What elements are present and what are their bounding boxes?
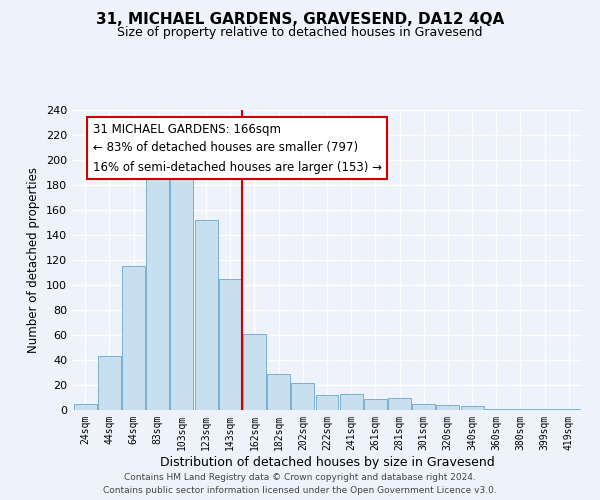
Bar [74, 404, 97, 410]
Bar [340, 394, 362, 410]
Text: Contains HM Land Registry data © Crown copyright and database right 2024.: Contains HM Land Registry data © Crown c… [124, 474, 476, 482]
Bar [316, 395, 338, 410]
Bar [98, 356, 121, 410]
Text: 31, MICHAEL GARDENS, GRAVESEND, DA12 4QA: 31, MICHAEL GARDENS, GRAVESEND, DA12 4QA [96, 12, 504, 28]
Bar [194, 220, 218, 410]
Y-axis label: Number of detached properties: Number of detached properties [28, 167, 40, 353]
Bar [461, 406, 484, 410]
Bar [509, 409, 532, 410]
Bar [146, 176, 169, 410]
Bar [557, 409, 580, 410]
Bar [170, 176, 193, 410]
Bar [243, 334, 266, 410]
Bar [122, 266, 145, 410]
Bar [267, 374, 290, 410]
Bar [436, 405, 460, 410]
Bar [412, 404, 435, 410]
Bar [292, 382, 314, 410]
Bar [364, 399, 387, 410]
Bar [219, 279, 242, 410]
Bar [533, 409, 556, 410]
Text: Size of property relative to detached houses in Gravesend: Size of property relative to detached ho… [117, 26, 483, 39]
Text: 31 MICHAEL GARDENS: 166sqm
← 83% of detached houses are smaller (797)
16% of sem: 31 MICHAEL GARDENS: 166sqm ← 83% of deta… [92, 122, 382, 174]
Bar [485, 409, 508, 410]
Bar [388, 398, 411, 410]
Text: Contains public sector information licensed under the Open Government Licence v3: Contains public sector information licen… [103, 486, 497, 495]
X-axis label: Distribution of detached houses by size in Gravesend: Distribution of detached houses by size … [160, 456, 494, 468]
